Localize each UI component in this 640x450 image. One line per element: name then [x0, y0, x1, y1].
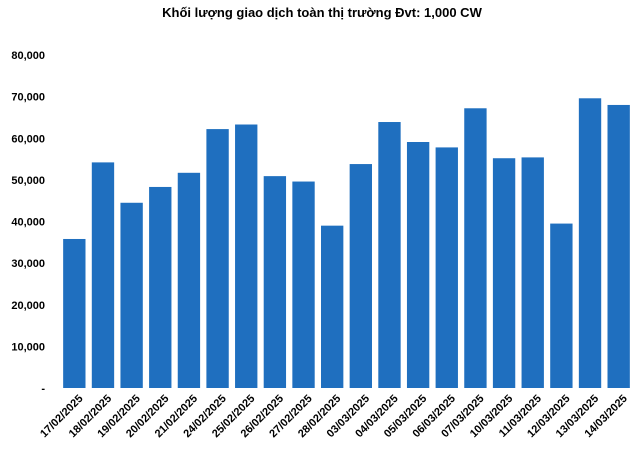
bar — [63, 238, 86, 388]
bar — [321, 225, 344, 388]
bar — [177, 172, 201, 388]
bar — [464, 108, 487, 388]
y-axis: - 10,000 20,000 30,000 40,000 50,000 60,000 70,… — [11, 50, 45, 395]
bar — [521, 157, 544, 388]
y-tick-label: 10,000 — [11, 341, 45, 353]
x-axis: 17/02/202518/02/202519/02/202520/02/2025… — [38, 393, 630, 440]
bar — [206, 129, 229, 388]
y-tick-label: 70,000 — [11, 92, 45, 104]
bars — [63, 98, 630, 389]
bar — [492, 158, 516, 388]
bar — [120, 202, 143, 388]
chart-title: Khối lượng giao dịch toàn thị trường Đvt… — [162, 5, 482, 20]
bar — [435, 147, 458, 388]
bar — [263, 176, 287, 388]
y-tick-label: 30,000 — [11, 258, 45, 270]
y-tick-label: 20,000 — [11, 300, 45, 312]
bar — [149, 186, 172, 388]
y-tick-label: 60,000 — [11, 133, 45, 145]
bar — [235, 124, 258, 388]
bar — [578, 98, 602, 388]
y-tick-label: 50,000 — [11, 175, 45, 187]
bar — [406, 142, 430, 388]
y-tick-label: 80,000 — [11, 50, 45, 62]
bar — [91, 162, 115, 388]
bar — [292, 181, 315, 388]
bar — [349, 164, 372, 388]
bar — [550, 223, 573, 388]
bar — [607, 104, 630, 388]
y-tick-label: 40,000 — [11, 217, 45, 229]
y-tick-label: - — [41, 383, 45, 395]
bar — [378, 122, 401, 389]
